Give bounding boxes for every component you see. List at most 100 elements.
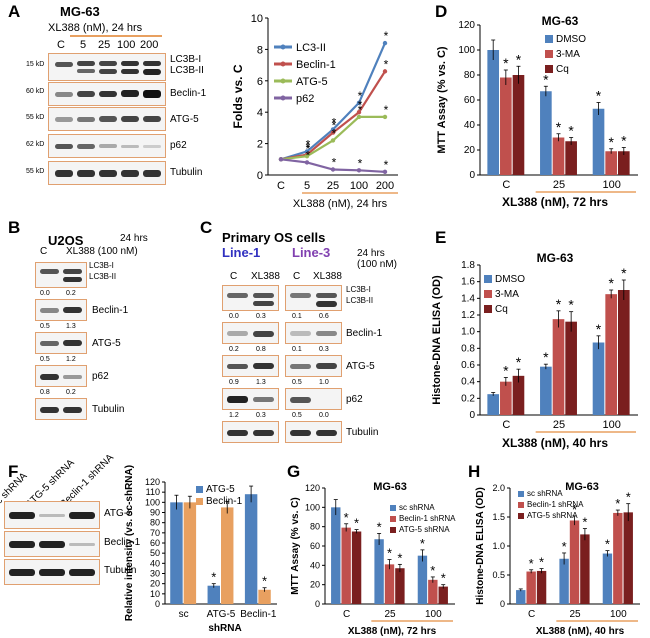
bar [395,568,405,604]
data-point [382,69,388,74]
panel-label-c: C [200,218,213,237]
bar [170,502,183,604]
bar [512,375,525,415]
y-tick-label: 50 [150,548,160,558]
significance-mark: * [211,570,216,585]
bar [540,91,552,175]
protein-label: p62 [170,140,187,151]
bar [526,571,536,604]
x-tick-label: ATG-5 [207,609,236,620]
chart-e-bar: 0 0.2 0.4 0.6 0.8 1.0 1.2 1.4 1.6 1.8 Histone-DNA … [431,251,638,450]
y-tick-label: 1.8 [461,260,475,271]
data-point [356,168,362,173]
legend-swatch [518,513,524,519]
data-point [382,169,388,175]
quant: 0.3 [256,313,266,320]
lane-label: C [57,39,65,51]
significance-mark: * [358,89,363,103]
legend-label: Beclin-1 [296,59,336,71]
significance-mark: * [384,103,389,117]
protein-label: LC3B-II [346,296,374,305]
lane-label: 25 [98,39,111,51]
panel-c-line3: Line-3 [292,245,331,260]
significance-mark: * [562,539,567,554]
significance-mark: * [516,51,522,67]
x-tick-label: 25 [327,180,339,192]
blot-lc3-line1 [222,285,279,311]
y-tick-label: 0 [155,599,160,609]
significance-mark: * [441,571,446,586]
significance-mark: * [556,296,562,312]
protein-label: ATG-5 [92,338,121,349]
significance-mark: * [306,141,311,155]
protein-label: LC3B-I [170,54,202,65]
legend-swatch [545,65,553,73]
y-tick-label: 0.4 [461,377,475,388]
panel-a-cell-line: MG-63 [60,4,100,19]
quant: 1.2 [229,412,239,419]
bar [580,534,590,604]
blot-tubulin [35,398,87,420]
blot-tubulin [48,161,166,185]
y-tick-label: 1.6 [461,277,475,288]
blot-beclin-line3 [285,322,342,344]
blot-p62-line3 [285,388,342,410]
protein-label: LC3B-II [89,272,117,281]
x-tick-label: 100 [610,609,627,620]
quant: 0.5 [40,323,50,330]
y-tick-label: 80 [310,522,320,532]
legend-swatch [518,502,524,508]
legend-swatch [484,305,492,313]
protein-label: ATG-5 [104,508,133,519]
bar [331,507,341,604]
x-tick-label: sc [179,609,189,620]
data-point [356,100,362,105]
protein-label: ATG-5 [346,361,375,372]
blot-p62 [35,365,87,387]
significance-mark: * [332,115,337,129]
x-tick-label: 25 [384,609,396,620]
y-tick-label: 2 [257,139,263,151]
panel-label-h: H [468,462,481,481]
blot-p62 [48,134,166,158]
protein-label: ATG-5 [170,114,199,125]
x-tick-label: 100 [602,179,620,191]
significance-mark: * [608,134,614,150]
significance-mark: * [503,55,509,71]
panel-label-g: G [287,462,301,481]
legend-label: Beclin-1 shRNA [399,514,456,523]
y-tick-label: 120 [305,483,320,493]
bar [221,507,234,604]
legend-label: ATG-5 [296,76,328,88]
panel-c-title: Primary OS cells [222,230,326,245]
x-tick-label: 100 [350,180,368,192]
y-tick-label: 1.4 [461,293,475,304]
quant: 0.1 [292,313,302,320]
y-tick-label: 100 [145,497,160,507]
panel-c-line1: Line-1 [222,245,261,260]
legend-label: Cq [495,304,508,315]
bar [512,75,525,175]
y-tick-label: 100 [458,45,475,56]
quant: 0.8 [40,389,50,396]
legend-swatch [484,275,492,283]
legend-swatch [390,516,396,522]
bar [341,527,351,604]
bar [516,590,526,604]
chart-title: MG-63 [373,481,407,493]
bar [438,586,448,604]
legend-label: 3-MA [495,289,519,300]
bar [559,558,569,604]
significance-mark: * [621,133,627,149]
lane-label: C [40,246,48,257]
significance-mark: * [543,349,549,365]
data-point [330,130,336,135]
legend-swatch [390,527,396,533]
legend-label: ATG-5 shRNA [399,525,450,534]
x-tick-label: 25 [553,179,565,191]
bar [617,290,630,415]
blot-beclin [48,82,166,106]
bar [613,512,623,604]
mw-label: 15 kD [26,61,45,68]
y-tick-label: 1.2 [461,310,475,321]
